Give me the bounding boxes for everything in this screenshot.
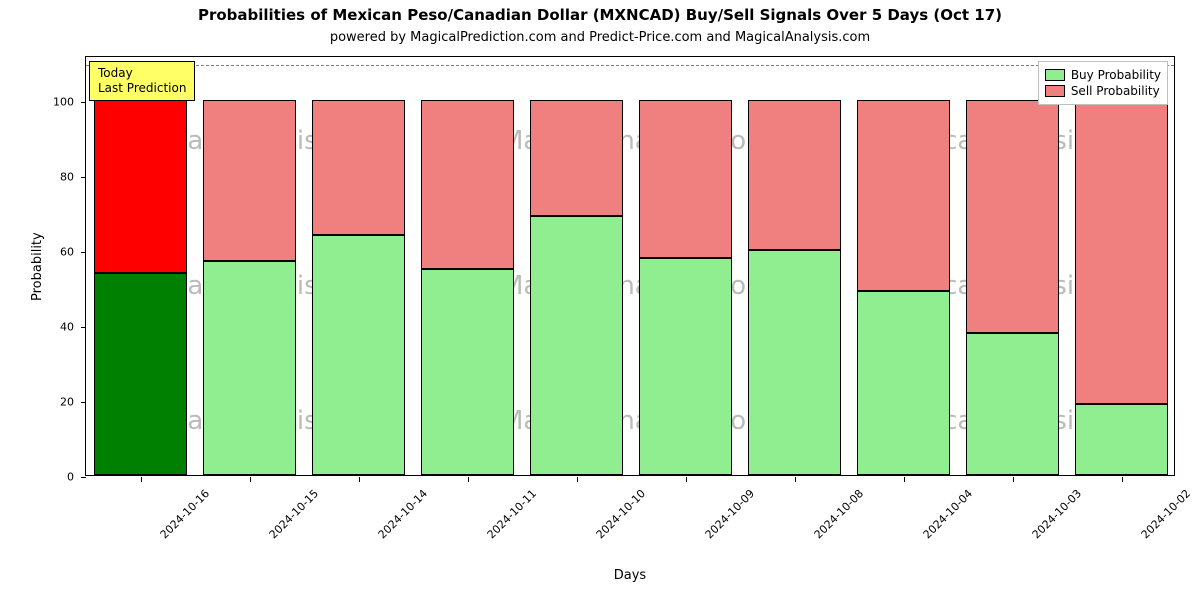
xtick-label: 2024-10-04 (920, 487, 974, 541)
legend-swatch-buy (1045, 69, 1065, 81)
bar-segment-sell (639, 100, 733, 258)
chart-container: Probabilities of Mexican Peso/Canadian D… (0, 0, 1200, 600)
bar-segment-buy (748, 250, 842, 475)
bar-segment-sell (94, 100, 188, 273)
legend-label-sell: Sell Probability (1071, 84, 1160, 98)
xtick-label: 2024-10-16 (157, 487, 211, 541)
bar-slot (966, 55, 1060, 475)
xtick-label: 2024-10-03 (1029, 487, 1083, 541)
bar-segment-sell (203, 100, 297, 261)
bar-segment-sell (421, 100, 515, 269)
ytick-label: 0 (40, 471, 80, 484)
bar-slot (203, 55, 297, 475)
xtick-mark (686, 477, 687, 482)
legend-swatch-sell (1045, 85, 1065, 97)
bar-slot (530, 55, 624, 475)
ytick-mark (81, 102, 86, 103)
bar-segment-buy (1075, 404, 1169, 475)
bar-slot (748, 55, 842, 475)
today-annotation: Today Last Prediction (89, 61, 195, 101)
x-axis-label: Days (85, 568, 1175, 583)
chart-subtitle: powered by MagicalPrediction.com and Pre… (0, 30, 1200, 45)
ytick-mark (81, 477, 86, 478)
xtick-mark (468, 477, 469, 482)
ytick-label: 20 (40, 396, 80, 409)
xtick-label: 2024-10-09 (702, 487, 756, 541)
bar-segment-buy (639, 258, 733, 476)
xtick-mark (904, 477, 905, 482)
bar-segment-buy (203, 261, 297, 475)
chart-title: Probabilities of Mexican Peso/Canadian D… (0, 6, 1200, 24)
xtick-label: 2024-10-15 (266, 487, 320, 541)
y-axis-label: Probability (30, 232, 45, 301)
bar-segment-buy (857, 291, 951, 475)
ytick-mark (81, 252, 86, 253)
ytick-mark (81, 402, 86, 403)
bar-segment-sell (748, 100, 842, 250)
bar-segment-sell (857, 100, 951, 291)
bar-segment-buy (530, 216, 624, 475)
xtick-mark (795, 477, 796, 482)
bar-segment-sell (530, 100, 624, 216)
bar-segment-sell (1075, 100, 1169, 404)
bar-slot (857, 55, 951, 475)
plot-area: MagicalAnalysis.comMagicalAnalysis.comMa… (85, 56, 1175, 476)
legend: Buy Probability Sell Probability (1038, 61, 1168, 105)
bar-slot (94, 55, 188, 475)
ytick-label: 80 (40, 171, 80, 184)
bar-segment-sell (966, 100, 1060, 333)
xtick-mark (250, 477, 251, 482)
annotation-line2: Last Prediction (98, 81, 186, 96)
xtick-mark (1122, 477, 1123, 482)
ytick-mark (81, 177, 86, 178)
ytick-label: 100 (40, 96, 80, 109)
xtick-label: 2024-10-02 (1138, 487, 1192, 541)
bar-segment-buy (94, 273, 188, 476)
xtick-mark (141, 477, 142, 482)
bar-segment-sell (312, 100, 406, 235)
legend-label-buy: Buy Probability (1071, 68, 1161, 82)
bar-slot (312, 55, 406, 475)
ytick-label: 60 (40, 246, 80, 259)
ytick-mark (81, 327, 86, 328)
legend-row-sell: Sell Probability (1045, 84, 1161, 98)
xtick-mark (577, 477, 578, 482)
xtick-mark (1013, 477, 1014, 482)
xtick-label: 2024-10-10 (593, 487, 647, 541)
bar-slot (421, 55, 515, 475)
bar-slot (1075, 55, 1169, 475)
xtick-label: 2024-10-08 (811, 487, 865, 541)
ytick-label: 40 (40, 321, 80, 334)
legend-row-buy: Buy Probability (1045, 68, 1161, 82)
xtick-mark (359, 477, 360, 482)
bar-slot (639, 55, 733, 475)
xtick-label: 2024-10-11 (484, 487, 538, 541)
xtick-label: 2024-10-14 (375, 487, 429, 541)
bar-segment-buy (421, 269, 515, 475)
annotation-line1: Today (98, 66, 186, 81)
bar-segment-buy (312, 235, 406, 475)
bar-segment-buy (966, 333, 1060, 476)
